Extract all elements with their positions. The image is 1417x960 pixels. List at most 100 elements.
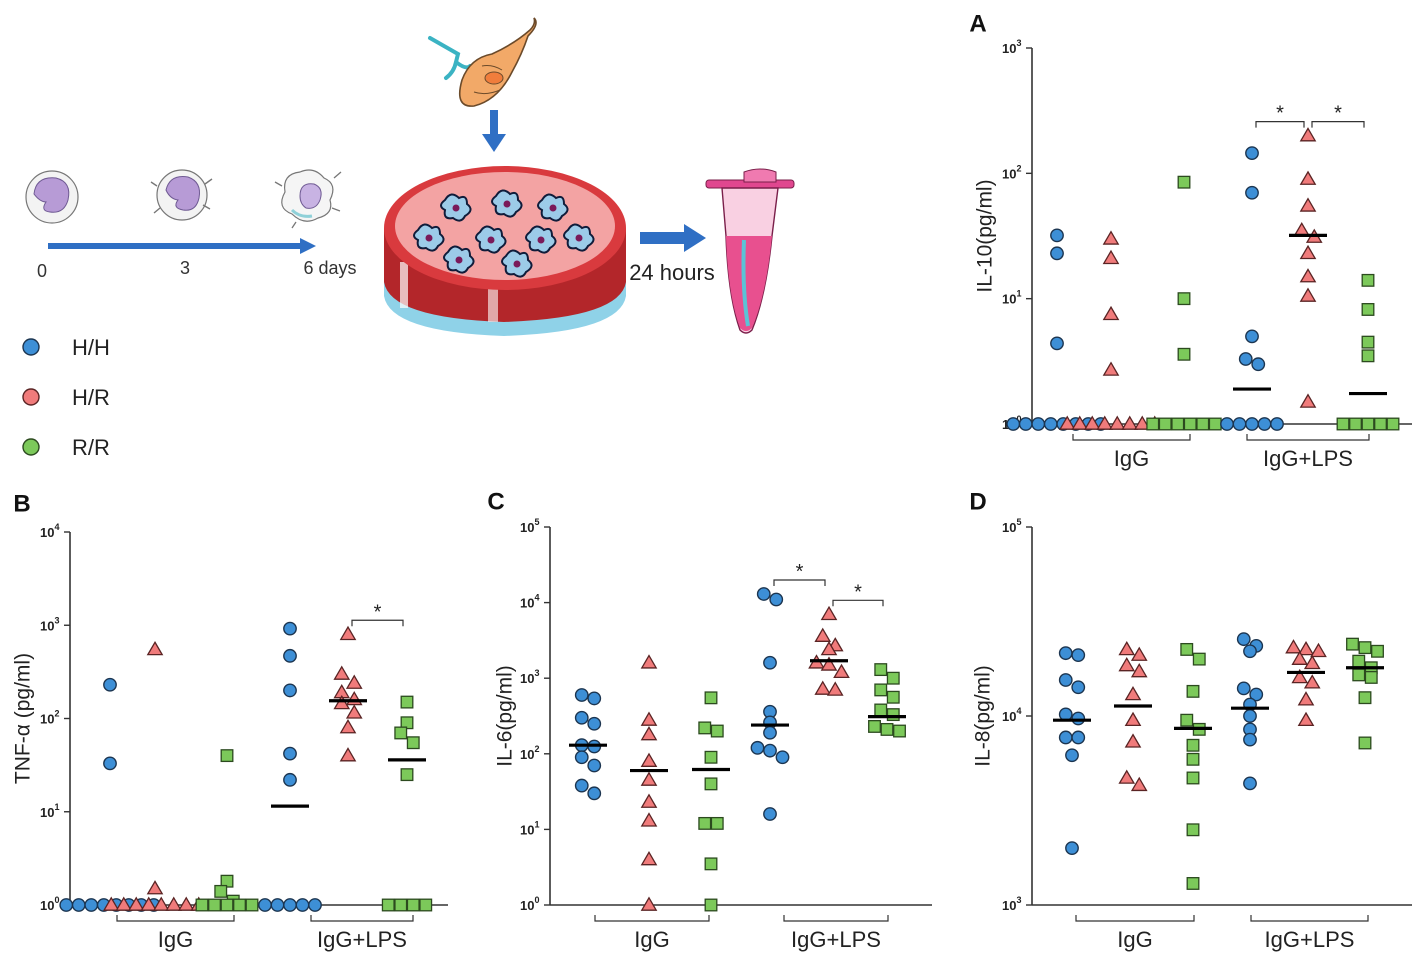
- data-point: [1303, 674, 1321, 689]
- data-point: [1096, 415, 1114, 430]
- data-point: [1124, 685, 1142, 701]
- data-point: [1358, 691, 1372, 705]
- data-point: [704, 691, 718, 705]
- data-point: [283, 648, 297, 663]
- y-tick-label: 102: [40, 709, 59, 727]
- significance-bracket: [832, 599, 884, 607]
- group-bracket: [1250, 915, 1369, 922]
- data-point: [893, 724, 906, 738]
- group-bracket: [116, 915, 235, 922]
- significance-star: *: [1334, 103, 1342, 125]
- group-label: IgG: [1114, 446, 1149, 471]
- data-point: [868, 720, 881, 733]
- y-tick-label: 103: [1002, 38, 1021, 56]
- data-point: [165, 896, 183, 911]
- data-point: [886, 708, 900, 722]
- group-label: IgG+LPS: [317, 927, 407, 952]
- data-point: [400, 768, 414, 782]
- significance-star: *: [796, 561, 804, 583]
- data-point: [1183, 417, 1197, 431]
- data-point: [1177, 347, 1191, 361]
- data-point: [1186, 752, 1200, 766]
- data-point: [1303, 654, 1321, 670]
- data-point: [1245, 146, 1259, 161]
- data-point: [103, 677, 117, 692]
- data-point: [1177, 175, 1191, 189]
- group-bracket: [1075, 915, 1195, 922]
- data-point: [1102, 361, 1120, 376]
- data-point: [698, 816, 712, 830]
- significance-bracket: [1311, 121, 1365, 128]
- data-point: [1299, 268, 1317, 283]
- tube-icon: [705, 168, 795, 334]
- data-point: [1118, 769, 1136, 784]
- data-point: [1118, 640, 1136, 656]
- significance-bracket: [773, 579, 826, 586]
- data-point: [1270, 417, 1284, 431]
- data-point: [1232, 417, 1247, 431]
- data-point: [283, 772, 297, 787]
- significance-star: *: [374, 601, 382, 623]
- y-axis-title: IL-10(pg/ml): [974, 179, 997, 292]
- legend: H/H H/R R/R: [22, 335, 110, 460]
- y-tick-label: 104: [520, 593, 539, 611]
- data-point: [270, 898, 285, 912]
- y-tick-label: 105: [1002, 517, 1021, 535]
- data-point: [775, 750, 790, 765]
- data-point: [1291, 668, 1309, 684]
- data-point: [1065, 841, 1079, 856]
- data-point: [640, 793, 658, 808]
- data-point: [1102, 305, 1120, 321]
- data-point: [1071, 711, 1086, 726]
- differentiating-cell-icon: [150, 169, 213, 221]
- data-point: [1285, 639, 1302, 654]
- data-point: [1124, 711, 1142, 727]
- legend-marker-hh: [22, 338, 40, 356]
- data-point: [640, 896, 658, 911]
- data-point: [333, 694, 351, 710]
- data-point: [886, 690, 900, 704]
- down-arrow-icon: [482, 110, 506, 152]
- data-point: [258, 898, 272, 912]
- panel-letter: C: [487, 488, 504, 515]
- data-point: [283, 746, 297, 761]
- data-point: [1121, 415, 1139, 430]
- data-point: [1243, 644, 1257, 659]
- schematic: 0 3 6 days: [25, 17, 795, 336]
- group-label: IgG+LPS: [1265, 927, 1355, 952]
- data-point: [1186, 771, 1200, 785]
- data-point: [1245, 185, 1259, 200]
- y-tick-label: 105: [520, 517, 539, 535]
- data-point: [574, 710, 589, 725]
- data-point: [574, 778, 589, 793]
- data-point: [833, 663, 850, 679]
- data-point: [1299, 170, 1317, 185]
- significance-star: *: [1276, 103, 1284, 125]
- data-point: [814, 627, 832, 642]
- panel-il6: C 100 101 102 103 104 105 IL-6(pg/ml) IgG IgG+LPS…: [487, 488, 932, 952]
- data-point: [1130, 776, 1148, 792]
- data-point: [283, 683, 297, 698]
- legend-marker-rr: [22, 438, 40, 456]
- data-point: [763, 655, 777, 670]
- y-tick-label: 101: [520, 819, 539, 837]
- data-point: [1352, 668, 1366, 682]
- data-point: [1245, 329, 1259, 344]
- timeline-label-6: 6 days: [303, 258, 356, 278]
- data-point: [826, 681, 844, 696]
- data-point: [233, 898, 246, 912]
- legend-item-rr: R/R: [22, 435, 110, 460]
- y-tick-label: 101: [40, 802, 59, 820]
- data-point: [640, 850, 658, 866]
- data-point: [1186, 877, 1200, 890]
- significance-bracket: [1255, 121, 1305, 128]
- data-point: [1177, 292, 1191, 306]
- data-point: [1358, 736, 1372, 750]
- data-point: [1146, 417, 1160, 431]
- data-point: [750, 740, 765, 755]
- significance-star: *: [854, 581, 862, 603]
- data-point: [710, 724, 724, 738]
- data-point: [1243, 776, 1257, 791]
- data-point: [333, 665, 351, 680]
